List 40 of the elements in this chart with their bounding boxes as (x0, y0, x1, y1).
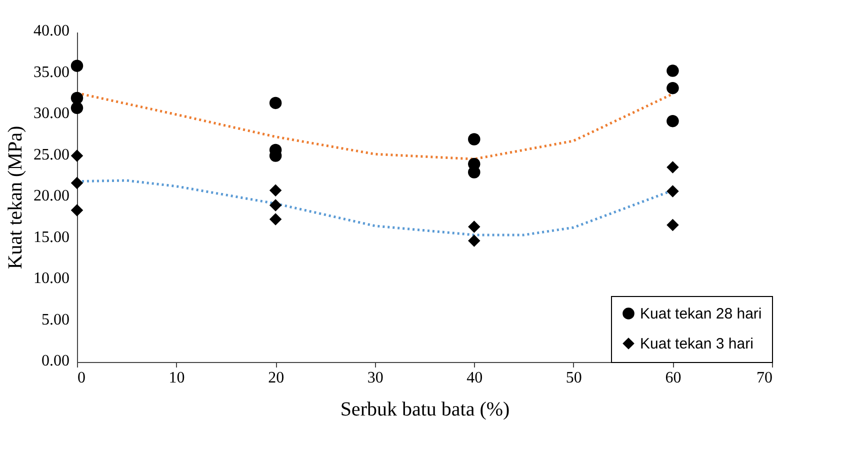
point (666, 218, 679, 232)
point (269, 96, 282, 110)
point (666, 114, 679, 128)
point (666, 82, 679, 94)
point (468, 220, 480, 233)
y-tick-label: 0.00 (42, 352, 70, 370)
y-tick-label: 25.00 (34, 146, 70, 164)
x-tick-label: 0 (78, 370, 86, 386)
point (70, 102, 84, 114)
legend-label: Kuat tekan 28 hari (640, 306, 762, 322)
x-axis-title: Serbuk batu bata (%) (340, 398, 510, 420)
x-tick-label: 30 (367, 370, 384, 386)
point (666, 64, 679, 77)
y-tick-label: 5.00 (42, 311, 70, 328)
x-tick-label: 70 (756, 370, 772, 386)
y-tick-label: 30.00 (34, 105, 70, 122)
x-tick-label: 40 (466, 370, 483, 386)
point (468, 133, 480, 146)
legend-label: Kuat tekan 3 hari (640, 336, 754, 352)
point (269, 184, 282, 197)
y-tick-label: 35.00 (34, 64, 70, 81)
point (666, 185, 679, 198)
point (468, 234, 480, 247)
y-tick-label: 40.00 (34, 22, 70, 40)
y-tick-label: 15.00 (34, 228, 70, 246)
x-tick-label: 10 (168, 370, 185, 386)
point (70, 150, 84, 162)
x-tick-label: 60 (665, 370, 682, 386)
point (269, 213, 282, 226)
point (70, 92, 84, 104)
point (70, 176, 84, 190)
x-tick-label: 20 (268, 370, 284, 386)
y-axis-title: Kuat tekan (MPa) (4, 126, 26, 270)
point (269, 199, 282, 212)
x-tick-label: 50 (566, 370, 582, 386)
y-tick-label: 10.00 (34, 270, 70, 287)
point (666, 161, 679, 174)
y-tick-label: 20.00 (34, 188, 70, 204)
point (70, 60, 84, 72)
point (70, 204, 84, 216)
